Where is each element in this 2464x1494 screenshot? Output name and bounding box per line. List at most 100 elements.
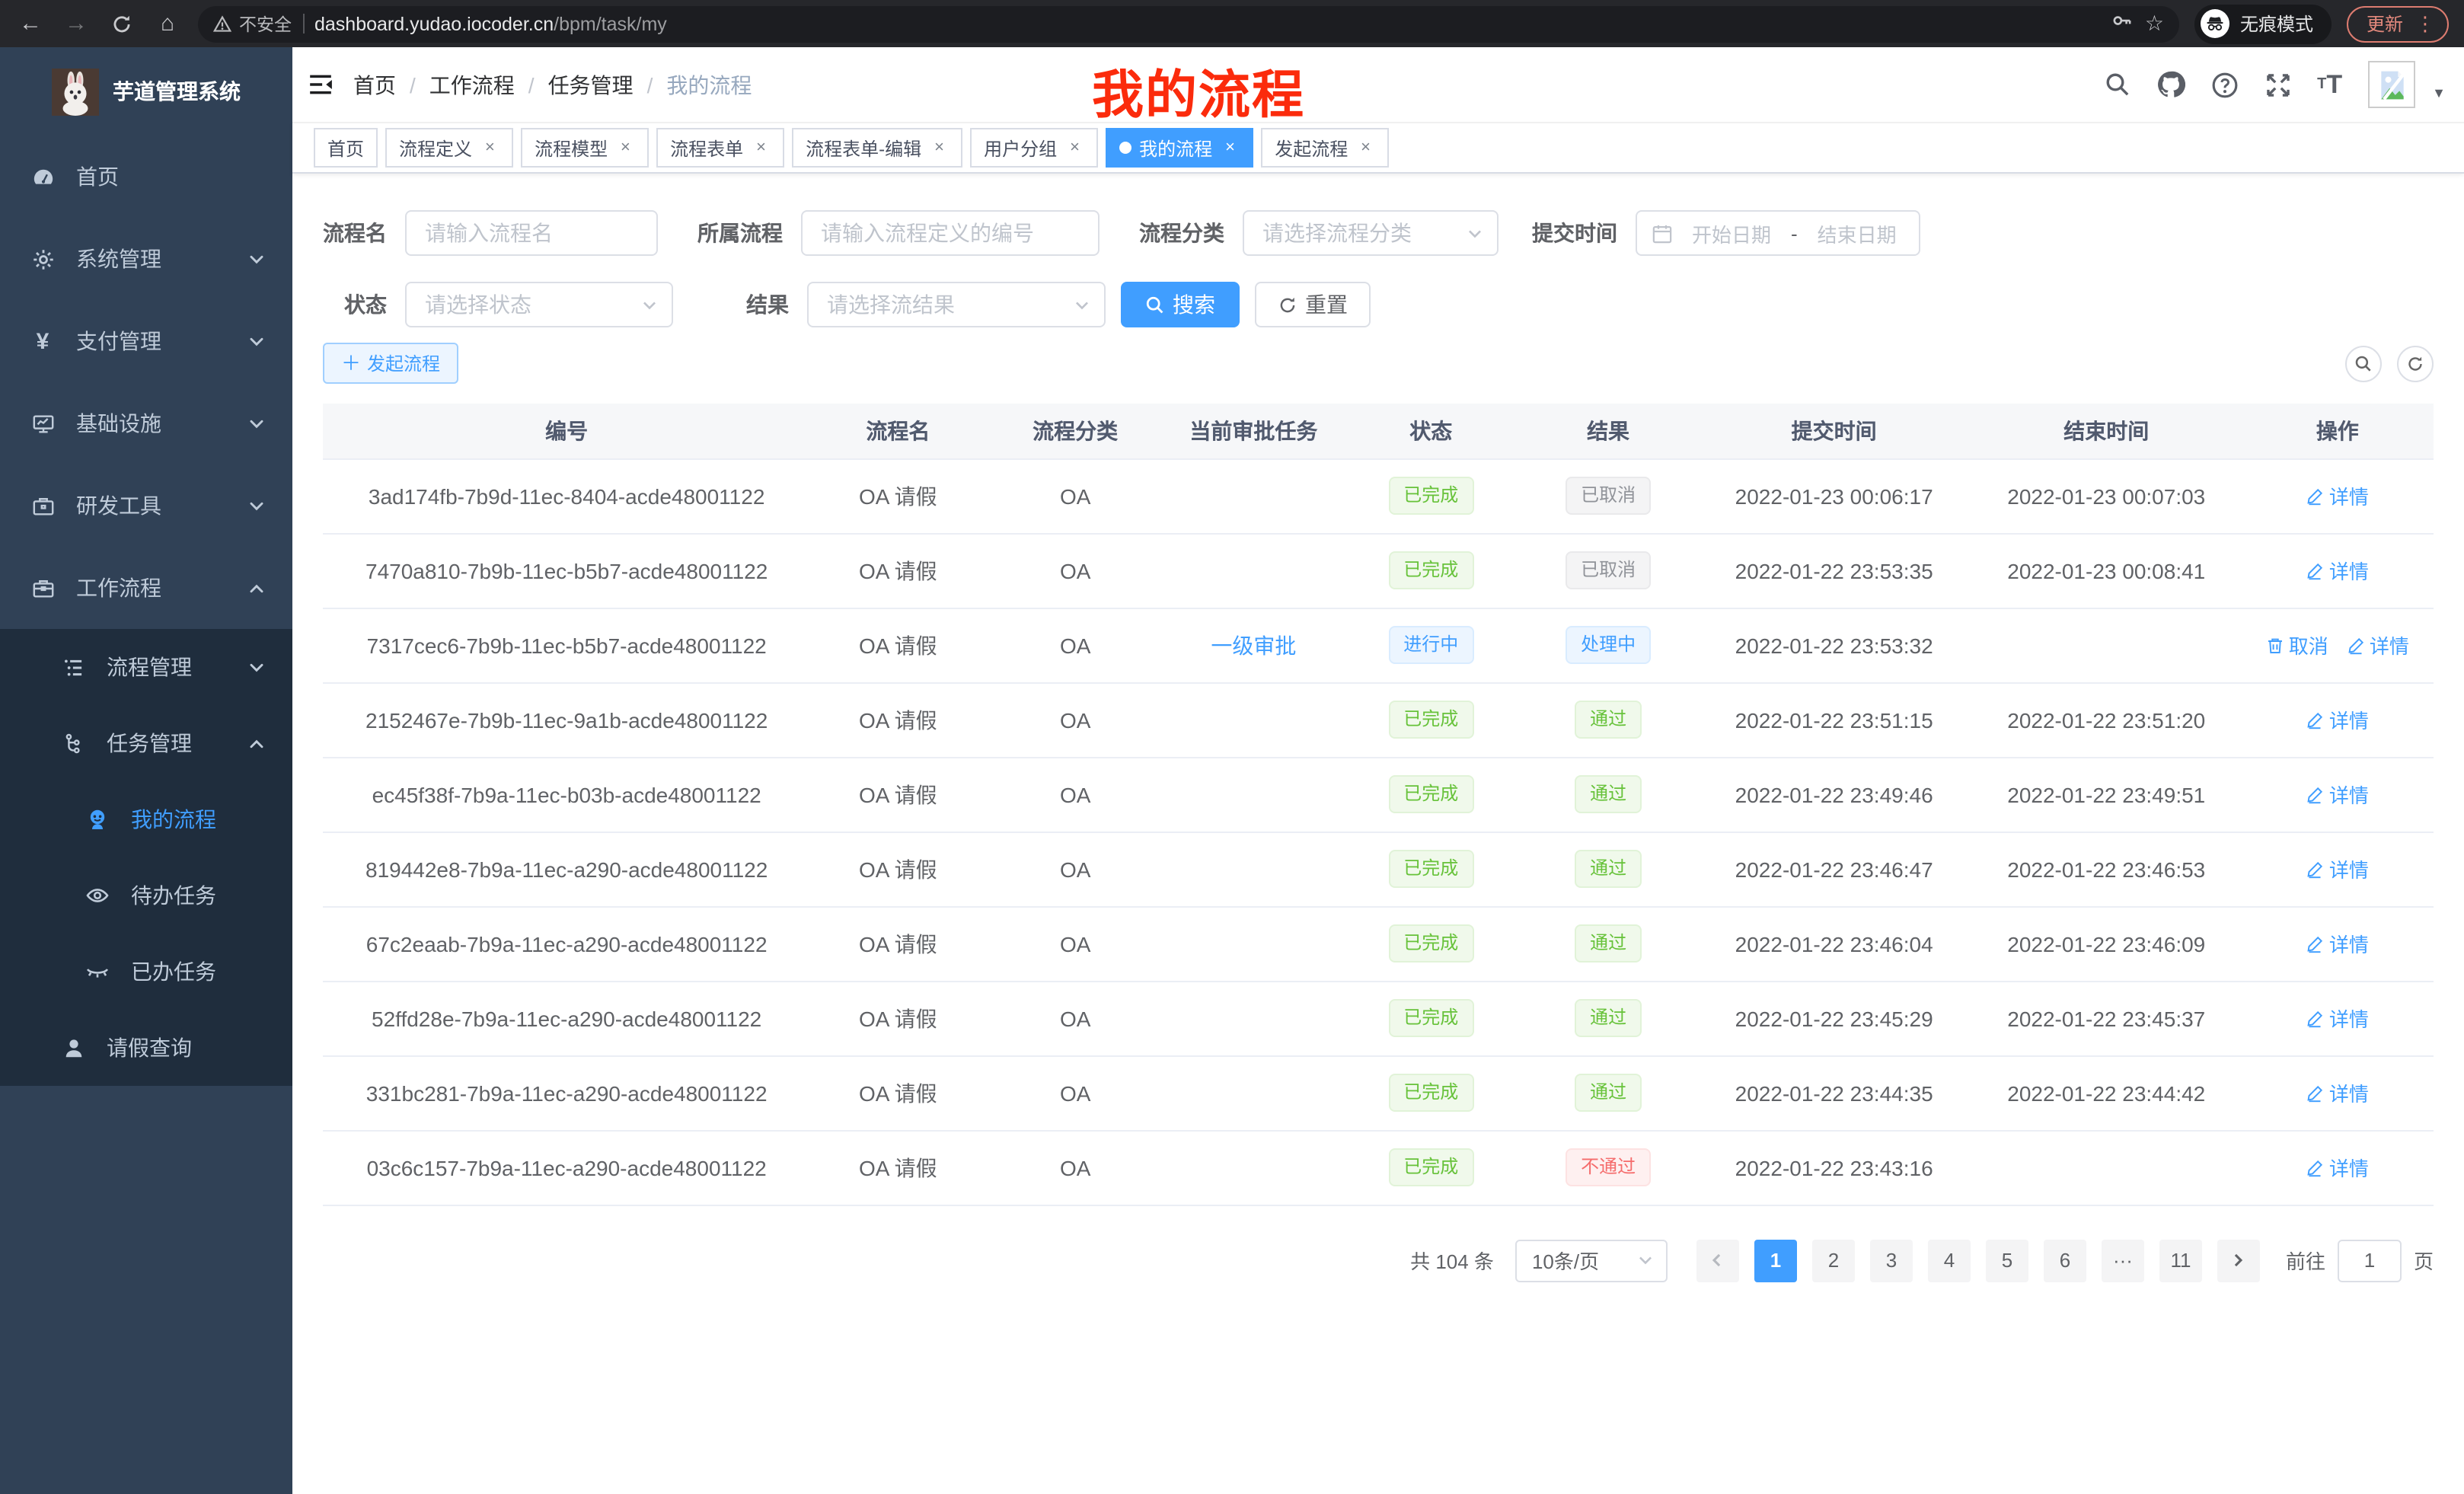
sidebar-item-home[interactable]: 首页 <box>0 136 292 218</box>
table-header-row: 编号 流程名 流程分类 当前审批任务 状态 结果 提交时间 结束时间 操作 <box>323 404 2434 458</box>
bookmark-star-icon[interactable]: ☆ <box>2144 11 2164 35</box>
caret-down-icon[interactable]: ▼ <box>2432 85 2446 100</box>
tab-label: 用户分组 <box>984 138 1058 159</box>
sidebar-item-process-mgmt[interactable]: 流程管理 <box>0 629 292 705</box>
date-range-picker[interactable]: 开始日期 - 结束日期 <box>1636 210 1921 256</box>
result-select[interactable]: 请选择流结果 <box>807 282 1106 327</box>
close-icon[interactable]: × <box>755 138 766 156</box>
process-name: OA 请假 <box>810 906 986 982</box>
tab-process-model[interactable]: 流程模型 × <box>521 128 650 168</box>
tab-user-group[interactable]: 用户分组 × <box>970 128 1099 168</box>
page-size-select[interactable]: 10条/页 <box>1514 1239 1668 1282</box>
tab-process-form[interactable]: 流程表单 × <box>656 128 785 168</box>
detail-link[interactable]: 详情 <box>2306 481 2369 510</box>
forward-icon[interactable]: → <box>65 11 88 37</box>
tab-start-process[interactable]: 发起流程 × <box>1261 128 1390 168</box>
detail-link[interactable]: 详情 <box>2306 1153 2369 1182</box>
toggle-search-button[interactable] <box>2345 345 2382 381</box>
sidebar-item-payment[interactable]: ¥ 支付管理 <box>0 300 292 382</box>
back-icon[interactable]: ← <box>19 11 42 37</box>
close-icon[interactable]: × <box>1069 138 1080 156</box>
sidebar-item-leave-query[interactable]: 请假查询 <box>0 1010 292 1086</box>
status-select[interactable]: 请选择状态 <box>405 282 673 327</box>
process-name-input[interactable] <box>405 210 658 256</box>
sidebar-item-done-task[interactable]: 已办任务 <box>0 934 292 1010</box>
breadcrumb-item[interactable]: 任务管理 <box>547 72 634 97</box>
sidebar-item-system[interactable]: 系统管理 <box>0 218 292 300</box>
search-button[interactable]: 搜索 <box>1121 282 1240 327</box>
search-icon[interactable] <box>2104 72 2130 97</box>
prev-page-button[interactable] <box>1696 1239 1739 1282</box>
close-icon[interactable]: × <box>1360 138 1371 156</box>
github-icon[interactable] <box>2156 70 2185 99</box>
page-ellipsis[interactable]: ··· <box>2101 1239 2144 1282</box>
process-definition-input[interactable] <box>801 210 1100 256</box>
incognito-badge: 无痕模式 <box>2194 4 2332 43</box>
sidebar-item-my-process[interactable]: 我的流程 <box>0 781 292 857</box>
column-header: 当前审批任务 <box>1164 404 1342 458</box>
reset-button[interactable]: 重置 <box>1255 282 1371 327</box>
page-button-5[interactable]: 5 <box>1985 1239 2028 1282</box>
close-icon[interactable]: × <box>620 138 630 156</box>
detail-link[interactable]: 详情 <box>2306 556 2369 585</box>
update-button[interactable]: 更新 ⋮ <box>2346 5 2449 42</box>
process-id: 7470a810-7b9b-11ec-b5b7-acde48001122 <box>323 533 811 608</box>
detail-link[interactable]: 详情 <box>2347 630 2409 659</box>
key-icon[interactable] <box>2111 8 2134 39</box>
detail-link[interactable]: 详情 <box>2306 854 2369 883</box>
chevron-down-icon <box>1469 229 1481 238</box>
process-id: 03c6c157-7b9a-11ec-a290-acde48001122 <box>323 1130 811 1205</box>
page-button-2[interactable]: 2 <box>1811 1239 1855 1282</box>
sidebar-item-infrastructure[interactable]: 基础设施 <box>0 382 292 464</box>
sidebar-collapse-icon[interactable] <box>292 46 347 123</box>
detail-link[interactable]: 详情 <box>2306 705 2369 734</box>
security-warning[interactable]: 不安全 <box>213 11 292 36</box>
browser-menu-icon[interactable]: ⋮ <box>2415 12 2435 35</box>
detail-link[interactable]: 详情 <box>2306 929 2369 958</box>
breadcrumb-item[interactable]: 首页 <box>353 72 396 97</box>
page-button-1[interactable]: 1 <box>1754 1239 1797 1282</box>
sidebar-item-task-mgmt[interactable]: 任务管理 <box>0 705 292 781</box>
create-process-button[interactable]: ＋ 发起流程 <box>323 343 459 384</box>
close-icon[interactable]: × <box>1224 138 1235 156</box>
category-select[interactable]: 请选择流程分类 <box>1243 210 1499 256</box>
submit-time: 2022-01-22 23:49:46 <box>1696 757 1971 832</box>
sidebar-item-workflow[interactable]: 工作流程 <box>0 547 292 629</box>
page-button-4[interactable]: 4 <box>1927 1239 1971 1282</box>
next-page-button[interactable] <box>2217 1239 2260 1282</box>
url-bar[interactable]: 不安全 dashboard.yudao.iocoder.cn/bpm/task/… <box>198 5 2179 42</box>
refresh-button[interactable] <box>2397 345 2434 381</box>
app-logo[interactable]: 芋道管理系统 <box>0 47 292 136</box>
column-header: 操作 <box>2241 404 2434 458</box>
detail-link[interactable]: 详情 <box>2306 780 2369 809</box>
page-button-6[interactable]: 6 <box>2043 1239 2086 1282</box>
avatar[interactable] <box>2368 61 2416 108</box>
tab-home[interactable]: 首页 <box>314 128 378 168</box>
detail-link[interactable]: 详情 <box>2306 1004 2369 1033</box>
dashboard-icon <box>30 164 55 189</box>
sidebar-item-label: 请假查询 <box>107 1036 192 1060</box>
breadcrumb-item[interactable]: 工作流程 <box>429 72 515 97</box>
close-icon[interactable]: × <box>934 138 944 156</box>
home-icon[interactable]: ⌂ <box>160 11 175 37</box>
tab-process-definition[interactable]: 流程定义 × <box>385 128 514 168</box>
cancel-link[interactable]: 取消 <box>2266 630 2328 659</box>
process-category: OA <box>985 906 1165 982</box>
eye-close-icon <box>85 959 110 984</box>
close-icon[interactable]: × <box>484 138 495 156</box>
fullscreen-icon[interactable] <box>2264 71 2291 98</box>
incognito-icon <box>2200 9 2229 38</box>
goto-page-input[interactable] <box>2337 1239 2402 1282</box>
reload-icon[interactable] <box>107 8 137 39</box>
detail-link[interactable]: 详情 <box>2306 1078 2369 1107</box>
page-button-3[interactable]: 3 <box>1869 1239 1913 1282</box>
help-icon[interactable] <box>2210 71 2238 98</box>
sidebar-item-devtools[interactable]: 研发工具 <box>0 464 292 547</box>
page-button-11[interactable]: 11 <box>2159 1239 2202 1282</box>
current-task-link[interactable]: 一级审批 <box>1211 633 1297 657</box>
tab-process-form-edit[interactable]: 流程表单-编辑 × <box>792 128 963 168</box>
sidebar-item-todo-task[interactable]: 待办任务 <box>0 857 292 934</box>
tab-my-process[interactable]: 我的流程 × <box>1106 128 1254 168</box>
end-time: 2022-01-22 23:49:51 <box>1971 757 2242 832</box>
